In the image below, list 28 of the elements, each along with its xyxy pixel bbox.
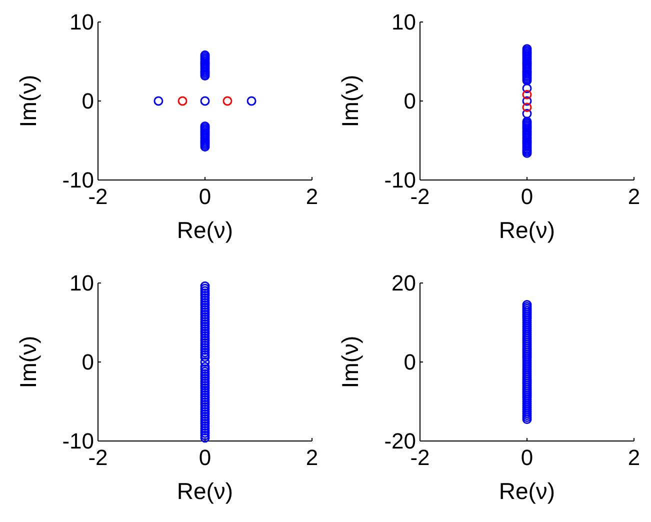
y-axis-title: Im(ν) [15, 74, 41, 128]
x-axis-title: Re(ν) [176, 217, 234, 243]
y-tick-label: -20 [384, 428, 416, 454]
x-tick-label: 2 [628, 445, 640, 470]
y-axis-title: Im(ν) [337, 74, 363, 128]
y-tick-label: 0 [404, 88, 416, 114]
x-tick-label: 0 [520, 184, 534, 209]
y-tick-label: 0 [82, 88, 94, 114]
x-tick-label: 0 [520, 445, 534, 470]
y-tick-label: 10 [392, 10, 416, 35]
x-tick-label: 0 [198, 184, 212, 209]
y-axis-title: Im(ν) [337, 336, 363, 388]
x-axis-title: Re(ν) [498, 478, 556, 504]
x-axis-title: Re(ν) [176, 478, 234, 504]
x-axis-title: Re(ν) [498, 217, 556, 243]
y-tick-label: -10 [384, 168, 416, 193]
y-tick-label: -10 [62, 168, 94, 193]
y-tick-label: 0 [82, 350, 94, 375]
x-tick-label: 2 [306, 445, 318, 470]
y-tick-label: -10 [62, 428, 94, 454]
y-tick-label: 20 [392, 270, 416, 296]
y-tick-label: 10 [70, 270, 94, 296]
y-tick-label: 10 [70, 10, 94, 35]
x-tick-label: 2 [628, 184, 640, 209]
y-tick-label: 0 [404, 350, 416, 375]
x-tick-label: 2 [306, 184, 318, 209]
x-tick-label: 0 [198, 445, 212, 470]
y-axis-title: Im(ν) [15, 336, 41, 388]
